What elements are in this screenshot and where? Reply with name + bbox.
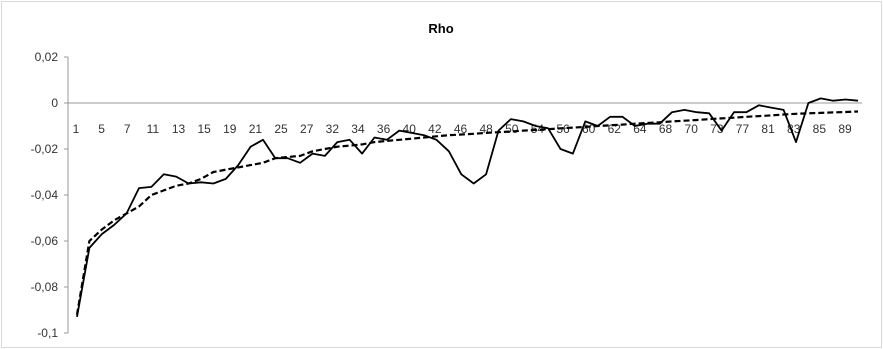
x-tick-label: 70 <box>685 122 699 136</box>
x-tick-label: 21 <box>249 122 263 136</box>
series-layer <box>75 97 859 318</box>
x-tick-label: 50 <box>505 122 519 136</box>
x-tick-label: 15 <box>197 122 211 136</box>
y-axis-ticks: 0,02 0 -0,02 -0,04 -0,06 -0,08 -0,1 <box>31 50 68 340</box>
x-tick-label: 27 <box>300 122 314 136</box>
x-tick-label: 60 <box>582 122 596 136</box>
x-tick-label: 13 <box>172 122 186 136</box>
x-tick-label: 77 <box>736 122 750 136</box>
y-tick-label: -0,04 <box>31 188 59 202</box>
y-tick-label: -0,02 <box>31 142 59 156</box>
y-tick-label: -0,08 <box>31 280 59 294</box>
chart-title: Rho <box>428 21 453 36</box>
x-tick-label: 25 <box>274 122 288 136</box>
series-line-solid <box>76 97 859 318</box>
x-tick-label: 73 <box>710 122 724 136</box>
x-tick-label: 36 <box>377 122 391 136</box>
x-tick-label: 11 <box>147 122 160 136</box>
y-tick-label: 0,02 <box>35 50 59 64</box>
y-tick-label: 0 <box>51 96 58 110</box>
x-tick-label: 81 <box>761 122 775 136</box>
x-tick-label: 42 <box>428 122 442 136</box>
x-tick-label: 19 <box>223 122 237 136</box>
x-tick-label: 46 <box>454 122 468 136</box>
x-tick-label: 7 <box>124 122 131 136</box>
x-tick-label: 34 <box>351 122 365 136</box>
x-tick-label: 89 <box>838 122 852 136</box>
y-tick-label: -0,1 <box>37 326 58 340</box>
x-tick-label: 1 <box>73 122 80 136</box>
x-tick-label: 5 <box>98 122 105 136</box>
x-tick-label: 32 <box>326 122 340 136</box>
series-line-dashed <box>75 110 859 315</box>
x-tick-label: 68 <box>659 122 673 136</box>
x-tick-label: 85 <box>813 122 827 136</box>
x-tick-label: 62 <box>608 122 622 136</box>
y-tick-label: -0,06 <box>31 234 59 248</box>
